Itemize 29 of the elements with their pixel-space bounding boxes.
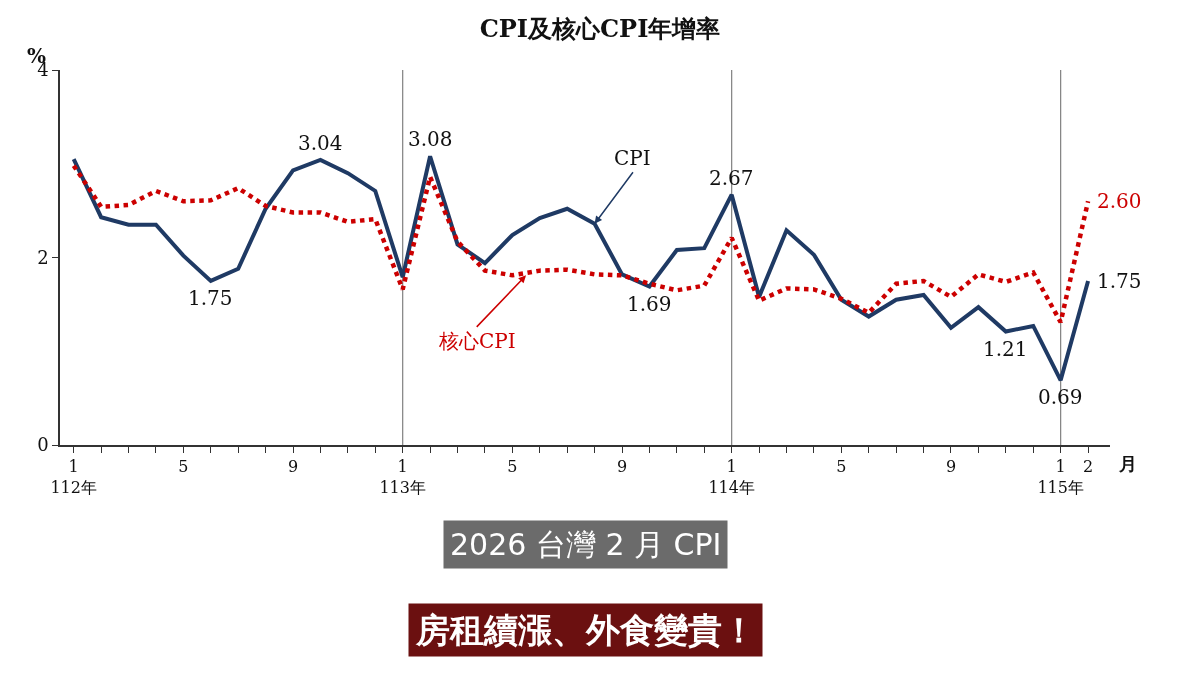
x-tick-label: 1 114年 <box>708 456 755 497</box>
x-tick-label: 5 <box>178 456 189 476</box>
x-tick-label: 1 113年 <box>379 456 426 497</box>
x-tick-label: 5 <box>836 456 847 476</box>
annotation: 0.69 <box>1038 385 1083 409</box>
annotation: 3.08 <box>408 127 453 151</box>
x-tick-label: 9 <box>616 456 628 476</box>
x-tick-label: 1 112年 <box>50 456 97 497</box>
y-tick-label: 2 <box>37 246 49 268</box>
annotation: 2.67 <box>709 166 754 190</box>
x-tick-label: 5 <box>507 456 518 476</box>
annotation: 1.69 <box>627 292 672 316</box>
line-series <box>71 163 1091 325</box>
annotation: 3.04 <box>298 131 343 155</box>
annotation: 1.75 <box>188 286 233 310</box>
text: CPI <box>614 146 651 170</box>
chart-title: CPI及核心CPI年增率 <box>479 14 721 44</box>
x-tick-label: 2 <box>1082 456 1094 476</box>
annotation: 1.75 <box>1097 269 1142 293</box>
x-tick-label: 9 <box>945 456 957 476</box>
text: 房租續漲、外食變貴！ <box>415 610 756 650</box>
annotation: 2.60 <box>1097 189 1142 213</box>
text: 2026 台灣 2 月 CPI <box>450 527 722 562</box>
text: 核心CPI <box>438 329 516 353</box>
x-tick-label: 9 <box>287 456 299 476</box>
y-tick-label: 0 <box>37 434 49 456</box>
x-axis-title: 月 <box>1118 453 1137 474</box>
annotation: 1.21 <box>983 337 1028 361</box>
x-tick-label: 1 115年 <box>1037 456 1084 497</box>
